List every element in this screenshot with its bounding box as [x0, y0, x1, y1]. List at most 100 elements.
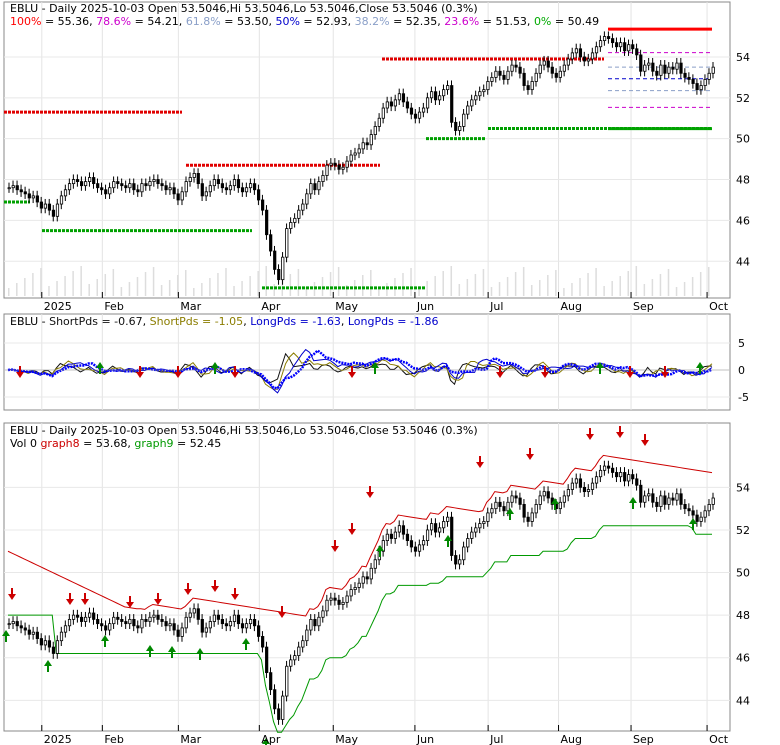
candle-body: [63, 625, 68, 633]
candle-body: [602, 465, 607, 471]
candle-body: [196, 173, 200, 185]
candle-body: [273, 689, 277, 710]
buy-arrow: [696, 362, 704, 368]
candle-body: [100, 623, 104, 627]
legend-part: ShortPds = -0.67: [49, 315, 143, 328]
buy-arrow: [168, 646, 176, 652]
ytick-label: 54: [736, 481, 750, 494]
candle-body: [124, 185, 128, 189]
candle-body: [635, 48, 639, 56]
candle-body: [393, 531, 397, 539]
xtick-label: Jul: [489, 733, 503, 745]
candle-body: [240, 187, 245, 193]
candle-body: [59, 631, 64, 642]
candle-body: [265, 646, 269, 674]
volume-bar: [659, 274, 662, 296]
candle-body: [172, 623, 176, 631]
candle-body: [598, 469, 603, 478]
candle-body: [39, 638, 43, 646]
candle-body: [558, 70, 562, 78]
legend-part: = 54.21,: [131, 15, 186, 28]
volume-bar: [563, 288, 565, 296]
sell-arrow: [126, 602, 134, 608]
candle-body: [168, 187, 172, 191]
candle-body: [257, 625, 261, 637]
candle-body: [172, 187, 176, 195]
candle-body: [683, 504, 687, 510]
candle-body: [502, 506, 506, 512]
volume-bar: [144, 272, 147, 296]
candle-body: [522, 504, 526, 518]
candle-body: [562, 64, 566, 72]
candle-body: [184, 181, 188, 193]
candle-body: [602, 36, 607, 42]
candle-body: [558, 501, 562, 510]
axis-ticks: 2025 2025 Feb Feb Mar Mar Apr Apr May May Jun Jun Ju…: [41, 51, 750, 745]
xtick-label: May: [335, 733, 358, 745]
candle-body: [305, 193, 309, 205]
candle-body: [438, 527, 442, 533]
candle-body: [228, 185, 233, 191]
candle-body: [252, 618, 257, 627]
volume-bar: [136, 277, 139, 296]
candle-body: [409, 540, 414, 548]
candle-body: [667, 66, 671, 74]
candle-body: [594, 476, 599, 484]
legend-part: ShortPds = -1.05: [150, 315, 244, 328]
candle-body: [11, 185, 15, 189]
legend-part: 78.6%: [96, 15, 131, 28]
candle-body: [446, 516, 450, 522]
candle-body: [647, 62, 651, 66]
volume-bar: [201, 283, 203, 296]
volume-bar: [56, 281, 58, 296]
candle-body: [405, 533, 410, 542]
candle-body: [84, 616, 88, 622]
volume-bar: [209, 278, 211, 296]
volume-bar: [48, 286, 50, 296]
buy-arrow: [242, 638, 250, 644]
candle-body: [526, 85, 530, 91]
candle-body: [297, 646, 301, 656]
xtick-label: 2025: [44, 733, 72, 745]
candle-body: [703, 79, 707, 86]
candle-body: [538, 64, 542, 74]
candle-body: [510, 495, 514, 503]
candle-body: [196, 608, 200, 620]
candle-body: [192, 608, 196, 614]
candle-body: [148, 616, 152, 622]
candle-body: [397, 525, 402, 533]
candle-body: [421, 540, 426, 546]
candle-body: [80, 616, 84, 622]
legend-part: 23.6%: [444, 15, 479, 28]
candle-body: [337, 164, 341, 170]
candle-body: [446, 85, 450, 91]
candle-body: [675, 62, 679, 70]
candle-body: [47, 640, 52, 648]
candle-body: [224, 187, 229, 191]
candle-body: [357, 148, 361, 154]
volume-bar: [217, 273, 219, 296]
candle-body: [345, 595, 349, 603]
candle-body: [594, 46, 599, 54]
volume-bar: [80, 266, 82, 296]
candle-body: [494, 70, 498, 78]
ytick-label: 46: [736, 652, 750, 665]
volume-bar: [603, 286, 605, 296]
volume-bar: [458, 284, 461, 296]
candle-body: [631, 474, 635, 480]
candle-body: [361, 576, 365, 584]
legend-part: graph8: [40, 437, 79, 450]
xtick-label: May: [335, 300, 358, 313]
candle-body: [220, 618, 225, 625]
candle-body: [180, 627, 184, 637]
volume-bar: [434, 276, 436, 296]
candle-body: [301, 640, 305, 648]
candle-body: [55, 640, 60, 654]
candle-body: [224, 623, 229, 627]
candle-body: [92, 177, 96, 185]
ytick-label: 52: [736, 524, 750, 537]
price-panel-title: EBLU - Daily 2025-10-03 Open 53.5046,Hi …: [10, 2, 478, 15]
ytick-label: 50: [736, 133, 750, 146]
candle-body: [711, 497, 715, 505]
